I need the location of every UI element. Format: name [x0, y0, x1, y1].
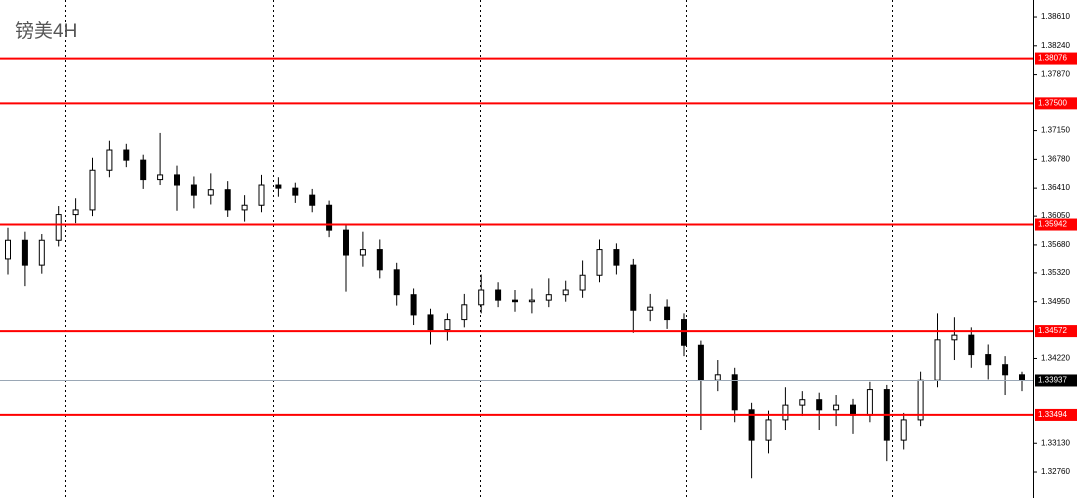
candle-body [528, 299, 535, 303]
candle-body [157, 174, 164, 181]
level-label: 1.34572 [1038, 326, 1067, 335]
level-label: 1.33494 [1038, 410, 1067, 419]
current-price-label: 1.33937 [1038, 376, 1067, 385]
candle-body [900, 419, 907, 441]
level-tag [1035, 52, 1077, 65]
candle-body [1019, 374, 1025, 381]
candle-body [545, 294, 552, 301]
candle-body [714, 374, 721, 381]
candle-body [512, 299, 518, 303]
candle-body [968, 334, 975, 356]
y-tick-label: 1.33130 [1041, 438, 1070, 447]
candle-body [89, 169, 96, 211]
candle-body [72, 209, 79, 216]
y-tick-label: 1.35320 [1041, 268, 1070, 277]
candle-body [951, 334, 958, 341]
candle-body [731, 374, 738, 411]
y-tick-label: 1.34950 [1041, 297, 1070, 306]
candle-body [866, 389, 873, 416]
chart-title: 镑美4H [15, 20, 77, 42]
candle-body [816, 399, 823, 411]
candle-body [309, 194, 316, 206]
y-tick-label: 1.37870 [1041, 70, 1070, 79]
candle-body [106, 149, 113, 171]
candle-body [613, 249, 620, 266]
y-tick-label: 1.38240 [1041, 41, 1070, 50]
candle-body [681, 319, 687, 346]
candle-body [410, 294, 417, 316]
candle-body [359, 249, 366, 256]
candle-body [850, 404, 856, 416]
candle-body [140, 159, 147, 181]
candle-body [292, 187, 299, 196]
candle-body [495, 289, 502, 301]
level-label: 1.37500 [1038, 98, 1067, 107]
candle-body [647, 306, 654, 311]
level-tag [1035, 325, 1077, 338]
candle-body [38, 239, 45, 266]
candle-body [985, 354, 992, 366]
candle-body [376, 249, 383, 271]
y-tick-label: 1.37150 [1041, 126, 1070, 135]
y-tick-label: 1.34220 [1041, 354, 1070, 363]
candle-body [765, 419, 772, 441]
candle-body [123, 149, 130, 161]
y-tick-label: 1.38610 [1041, 12, 1070, 21]
candle-body [174, 174, 180, 186]
candle-body [833, 404, 840, 411]
y-tick-label: 1.32760 [1041, 467, 1070, 476]
candle-body [748, 409, 755, 441]
candle-body [630, 264, 637, 311]
candle-body [444, 319, 451, 331]
candle-body [934, 339, 941, 381]
y-tick-label: 1.36050 [1041, 211, 1070, 220]
candle-body [1002, 364, 1009, 376]
candle-body [5, 239, 11, 260]
candle-body [258, 184, 265, 206]
candle-body [224, 189, 231, 211]
candle-body [427, 314, 434, 331]
level-tag [1035, 408, 1077, 421]
candle-body [697, 344, 704, 381]
candle-body [55, 214, 62, 241]
candle-body [21, 239, 28, 266]
candle-body [664, 306, 671, 321]
candle-body [190, 184, 197, 196]
candle-body [275, 184, 282, 189]
y-tick-label: 1.35680 [1041, 240, 1070, 249]
candle-body [799, 399, 806, 406]
current-price-tag [1035, 374, 1077, 387]
y-tick-label: 1.36410 [1041, 183, 1070, 192]
candle-body [782, 404, 789, 421]
candle-body [562, 289, 569, 296]
level-label: 1.38076 [1038, 54, 1067, 63]
candle-body [596, 249, 603, 276]
y-tick-label: 1.36780 [1041, 154, 1070, 163]
candle-body [207, 189, 214, 196]
candle-body [461, 304, 468, 321]
level-tag [1035, 97, 1077, 110]
level-tag [1035, 218, 1077, 231]
candle-body [393, 269, 400, 296]
candle-body [478, 289, 485, 306]
candle-body [579, 274, 586, 291]
candle-body [343, 229, 349, 256]
level-label: 1.35942 [1038, 220, 1067, 229]
candle-body [241, 204, 248, 211]
candle-body [326, 204, 333, 231]
